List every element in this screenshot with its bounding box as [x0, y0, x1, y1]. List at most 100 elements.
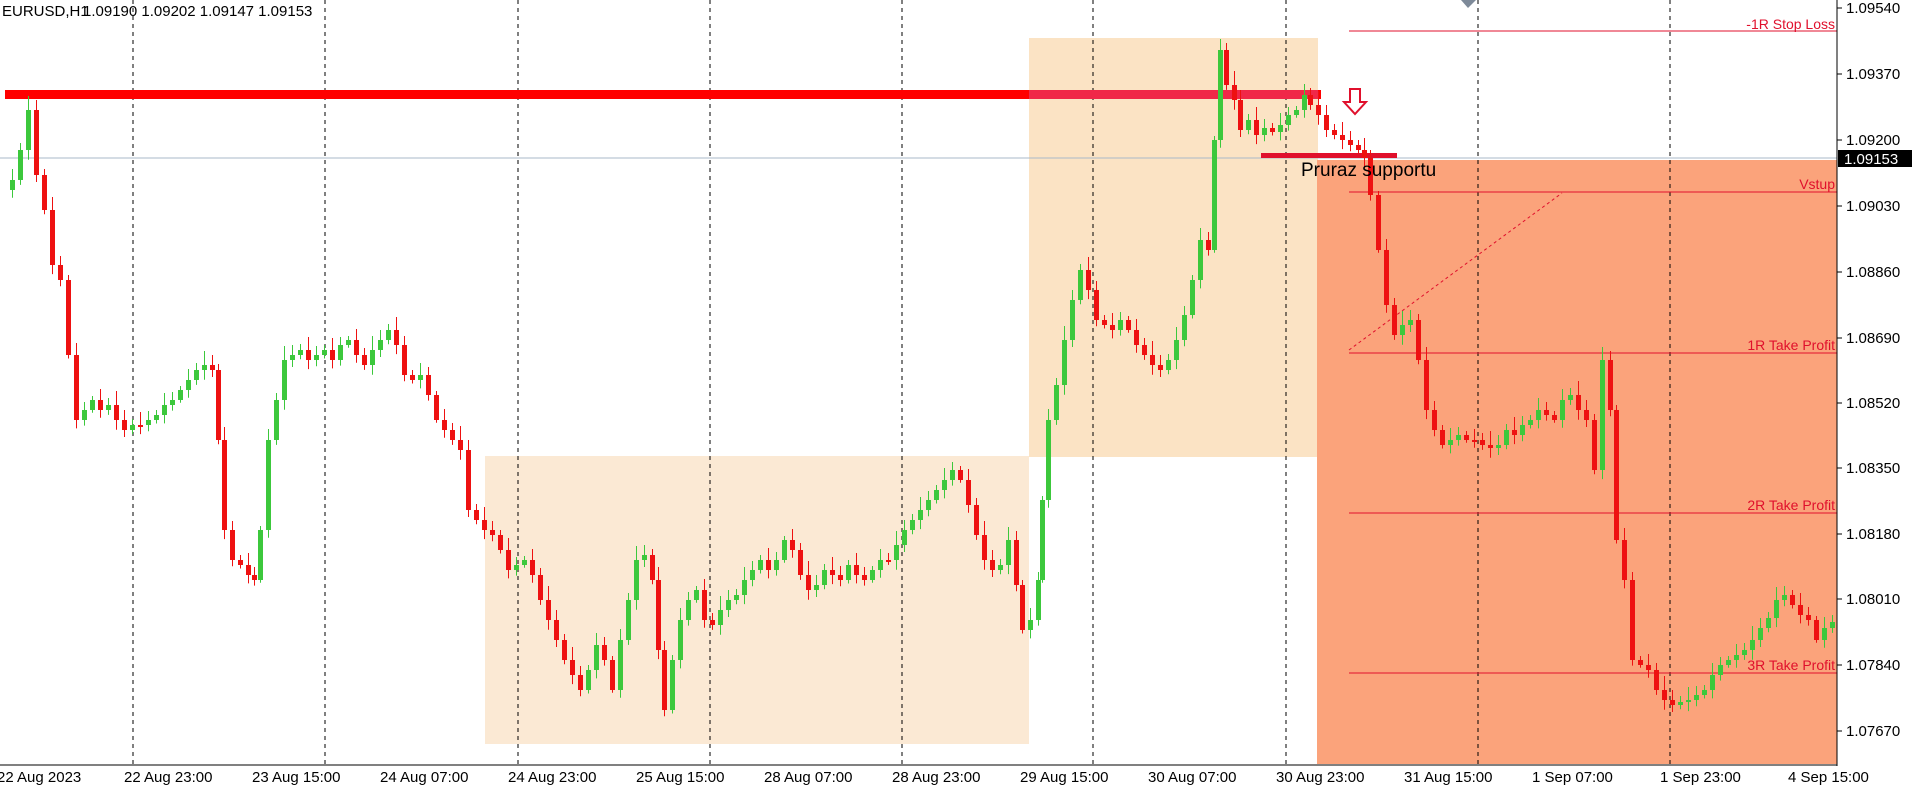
- time-label: 30 Aug 07:00: [1148, 769, 1236, 786]
- candle-body: [34, 110, 39, 175]
- candle-body: [656, 580, 661, 650]
- candle-body: [1174, 340, 1179, 360]
- price-label: 1.09370: [1846, 66, 1900, 83]
- time-label: 30 Aug 23:00: [1276, 769, 1364, 786]
- candle-body: [670, 660, 675, 710]
- candle-body: [418, 375, 423, 380]
- candle-body: [170, 400, 175, 405]
- candle-body: [298, 350, 303, 355]
- chart-shift-marker-icon[interactable]: [1461, 0, 1476, 8]
- candle-body: [1758, 628, 1763, 640]
- candle-body: [386, 330, 391, 340]
- candle-body: [1790, 595, 1795, 605]
- candle-body: [1464, 435, 1469, 440]
- breakout-annotation: Pruraz supportu: [1301, 160, 1436, 181]
- candle-body: [1600, 360, 1605, 470]
- candle-body: [1576, 395, 1581, 410]
- candle-body: [694, 590, 699, 600]
- candle-body: [1102, 320, 1107, 325]
- candle-body: [1036, 580, 1041, 620]
- candle-body: [1472, 440, 1477, 442]
- candle-body: [1190, 280, 1195, 315]
- candle-body: [1750, 640, 1755, 650]
- candle-body: [894, 545, 899, 560]
- candle-body: [330, 350, 335, 360]
- candle-body: [918, 510, 923, 520]
- candle-body: [782, 540, 787, 560]
- candle-body: [202, 365, 207, 370]
- ohlc-label: 1.09190 1.09202 1.09147 1.09153: [83, 3, 312, 20]
- candle-body: [1368, 158, 1373, 195]
- candle-body: [194, 370, 199, 380]
- time-label: 1 Sep 23:00: [1660, 769, 1741, 786]
- candle-body: [122, 420, 127, 430]
- candle-body: [1806, 615, 1811, 620]
- candle-body: [1584, 410, 1589, 420]
- candle-body: [934, 490, 939, 500]
- candle-body: [610, 660, 615, 690]
- candle-body: [498, 535, 503, 550]
- candle-body: [570, 660, 575, 675]
- trade-zone: [1317, 160, 1837, 764]
- candle-body: [522, 560, 527, 565]
- candle-body: [1134, 330, 1139, 345]
- candle-body: [546, 600, 551, 620]
- candle-body: [726, 600, 731, 610]
- consolidation-zone-left: [485, 456, 1029, 744]
- candle-body: [662, 650, 667, 710]
- candle-body: [1670, 700, 1675, 705]
- candle-body: [774, 560, 779, 570]
- candle-body: [538, 575, 543, 600]
- candle-body: [718, 610, 723, 625]
- candle-body: [1262, 128, 1267, 135]
- time-label: 22 Aug 23:00: [124, 769, 212, 786]
- candle-body: [1774, 600, 1779, 618]
- candle-body: [1710, 675, 1715, 690]
- candle-body: [618, 640, 623, 690]
- candle-body: [1822, 628, 1827, 640]
- candle-body: [1592, 420, 1597, 470]
- price-label: 1.08690: [1846, 330, 1900, 347]
- candle-body: [106, 405, 111, 410]
- candle-body: [258, 530, 263, 580]
- candle-body: [154, 415, 159, 420]
- candle-body: [338, 345, 343, 360]
- candle-body: [26, 110, 31, 150]
- candle-body: [1798, 605, 1803, 615]
- candle-body: [966, 480, 971, 505]
- price-label: 1.08350: [1846, 460, 1900, 477]
- candle-body: [1362, 150, 1367, 158]
- symbol-label: EURUSD,H1: [2, 3, 89, 20]
- candle-body: [1440, 430, 1445, 445]
- candle-body: [806, 575, 811, 590]
- candle-body: [1424, 360, 1429, 410]
- candle-body: [942, 480, 947, 490]
- candle-body: [1782, 595, 1787, 600]
- candle-body: [274, 400, 279, 440]
- candle-body: [790, 540, 795, 550]
- candle-body: [1040, 500, 1045, 580]
- time-label: 28 Aug 07:00: [764, 769, 852, 786]
- candle-body: [1480, 440, 1485, 445]
- price-label: 1.08010: [1846, 591, 1900, 608]
- candle-body: [1086, 270, 1091, 290]
- price-label: 1.09200: [1846, 132, 1900, 149]
- price-label: 1.07840: [1846, 657, 1900, 674]
- current-price-value: 1.09153: [1844, 151, 1898, 168]
- candle-body: [1340, 135, 1345, 140]
- candle-body: [1630, 580, 1635, 660]
- candle-body: [1150, 355, 1155, 365]
- candle-body: [678, 620, 683, 660]
- candle-body: [1332, 130, 1337, 135]
- candle-body: [1400, 325, 1405, 335]
- time-label: 24 Aug 07:00: [380, 769, 468, 786]
- time-label: 22 Aug 2023: [0, 769, 81, 786]
- candle-body: [410, 375, 415, 380]
- candle-body: [1158, 365, 1163, 370]
- candle-body: [838, 575, 843, 580]
- candle-body: [1416, 320, 1421, 360]
- candle-body: [878, 560, 883, 570]
- candle-body: [1448, 440, 1453, 445]
- candle-body: [306, 350, 311, 360]
